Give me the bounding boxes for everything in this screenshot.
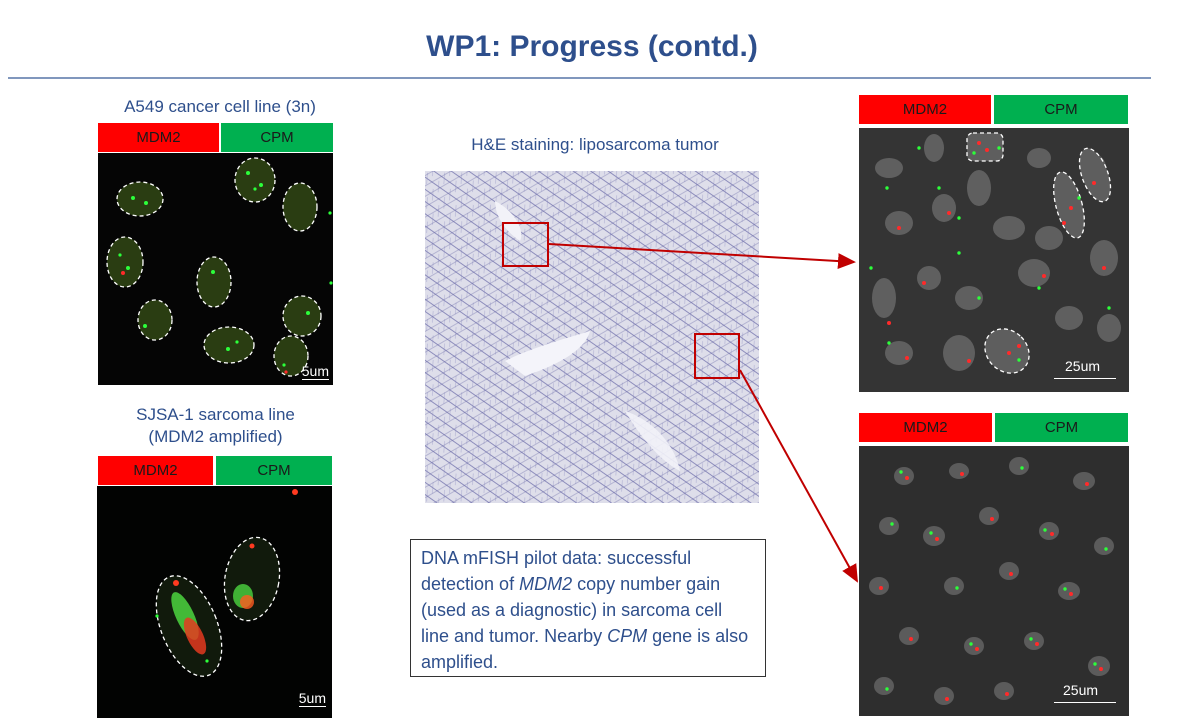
title-divider xyxy=(8,77,1151,79)
summary-text-1: DNA mFISH pilot data: successful detecti… xyxy=(421,548,692,594)
tumor-top-cpm-label: CPM xyxy=(994,95,1128,124)
a549-scale-label: 5um xyxy=(301,363,329,379)
he-stain-image xyxy=(425,171,759,503)
tumor-bottom-micrograph: 25um xyxy=(859,446,1129,716)
sjsa-scale-bar xyxy=(299,705,326,707)
tumor-top-micrograph: 25um xyxy=(859,128,1129,392)
a549-cpm-label: CPM xyxy=(221,123,333,152)
a549-scale-bar xyxy=(302,378,329,380)
tumor-top-scale-bar xyxy=(1054,377,1116,379)
summary-gene-mdm2: MDM2 xyxy=(519,574,573,594)
sjsa-micrograph: 5um xyxy=(97,486,332,718)
tumor-bottom-scale-bar xyxy=(1054,701,1116,703)
sjsa-caption-line2: (MDM2 amplified) xyxy=(148,427,283,446)
a549-caption: A549 cancer cell line (3n) xyxy=(124,97,316,116)
tumor-bottom-scale-label: 25um xyxy=(1063,682,1099,698)
summary-text-3: gene is also amplified. xyxy=(421,626,749,672)
summary-gene-cpm: CPM xyxy=(607,626,648,646)
arrow-to-bottom-tumor xyxy=(739,369,858,583)
he-caption: H&E staining: liposarcoma tumor xyxy=(471,135,719,154)
sjsa-cpm-label: CPM xyxy=(216,456,332,485)
tumor-top-mdm2-label: MDM2 xyxy=(859,95,991,124)
tumor-bottom-mdm2-label: MDM2 xyxy=(859,413,992,442)
a549-micrograph: 5um xyxy=(98,153,333,385)
a549-mdm2-label: MDM2 xyxy=(98,123,219,152)
arrow-to-top-tumor xyxy=(548,243,856,270)
sjsa-scale-label: 5um xyxy=(298,690,326,706)
tumor-bottom-cpm-label: CPM xyxy=(995,413,1128,442)
tumor-top-scale-label: 25um xyxy=(1065,358,1101,374)
sjsa-caption: SJSA-1 sarcoma line (MDM2 amplified) xyxy=(98,404,333,448)
summary-textbox: DNA mFISH pilot data: successful detecti… xyxy=(410,539,766,677)
sjsa-caption-line1: SJSA-1 sarcoma line xyxy=(136,405,295,424)
summary-text-2: copy number gain (used as a diagnostic) … xyxy=(421,574,723,646)
sjsa-mdm2-label: MDM2 xyxy=(98,456,213,485)
slide-title: WP1: Progress (contd.) xyxy=(426,30,758,63)
